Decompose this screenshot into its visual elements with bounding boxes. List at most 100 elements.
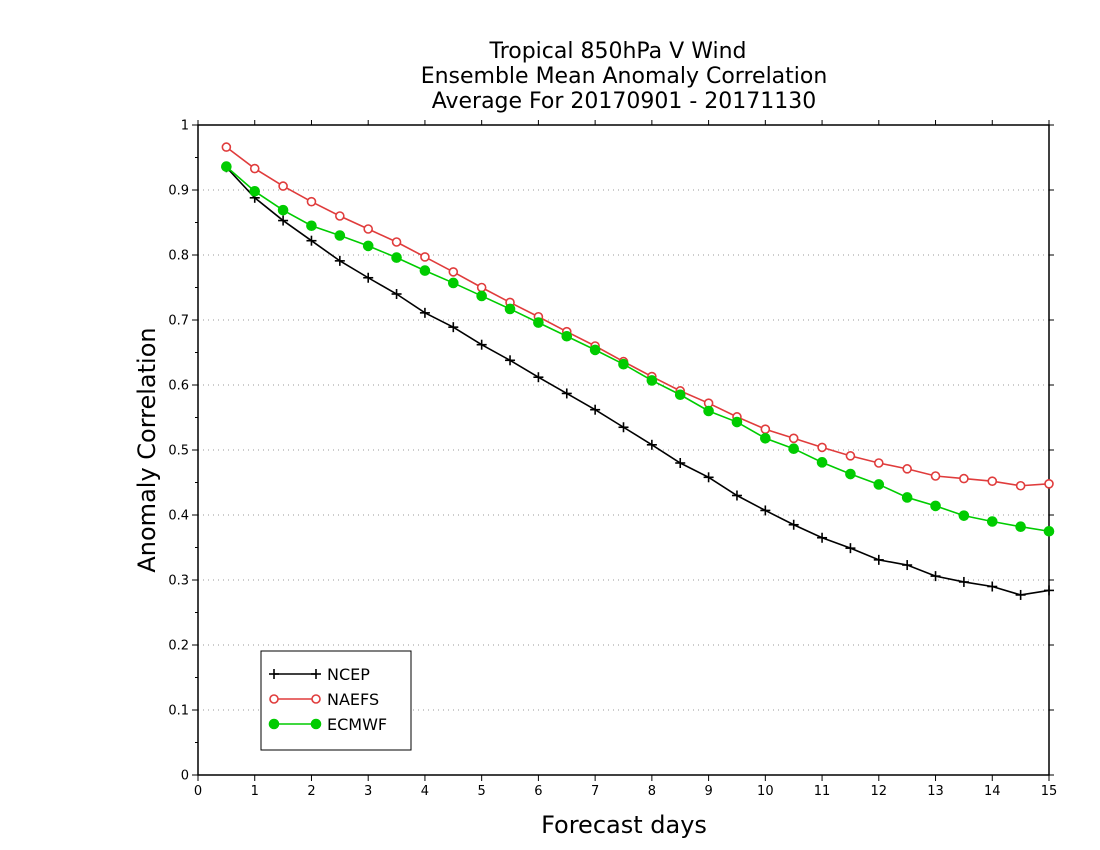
data-point — [419, 307, 430, 318]
x-tick-label: 8 — [648, 784, 656, 799]
data-point — [930, 571, 941, 582]
y-tick-label: 0.3 — [168, 574, 189, 589]
x-tick-label: 0 — [194, 784, 202, 799]
data-point — [419, 265, 431, 276]
data-point — [448, 267, 459, 277]
legend-box — [260, 650, 412, 751]
series-line — [225, 146, 1050, 487]
data-point — [1015, 589, 1026, 600]
chart-title: Tropical 850hPa V Wind Ensemble Mean Ano… — [421, 39, 828, 114]
data-point — [817, 532, 828, 543]
legend-item-ecmwf: ECMWF — [268, 715, 387, 734]
data-point — [1015, 480, 1026, 491]
data-point — [221, 161, 232, 172]
data-point — [448, 277, 459, 289]
data-point — [278, 181, 288, 191]
data-point — [646, 439, 657, 450]
data-point — [873, 554, 884, 565]
data-point — [958, 510, 970, 521]
data-point — [420, 252, 430, 262]
data-point — [363, 224, 374, 234]
data-point — [958, 576, 969, 587]
data-point — [760, 424, 771, 435]
data-point — [987, 581, 998, 592]
data-point — [277, 204, 289, 216]
data-point — [930, 471, 941, 481]
title-line-3: Average For 20170901 - 20171130 — [432, 89, 817, 114]
y-tick-label: 0.2 — [168, 639, 189, 654]
data-point — [703, 472, 714, 483]
series-line — [225, 166, 1050, 596]
x-tick-label: 14 — [984, 784, 1001, 799]
axes: 00.10.20.30.40.50.60.70.80.910 1 2 3 4 5 6 7 8 9 1… — [168, 119, 1057, 800]
data-point — [391, 289, 402, 299]
data-point — [306, 235, 317, 246]
data-point — [310, 718, 322, 730]
x-tick-label: 13 — [927, 784, 944, 799]
y-axis-label: Anomaly Correlation — [133, 327, 161, 572]
data-point — [873, 479, 885, 490]
data-point — [306, 196, 317, 207]
data-point — [902, 560, 913, 571]
data-point — [589, 344, 601, 356]
y-tick-label: 0.4 — [168, 509, 189, 524]
data-point — [476, 339, 487, 350]
x-tick-label: 10 — [757, 784, 774, 799]
title-line-2: Ensemble Mean Anomaly Correlation — [421, 64, 828, 89]
data-point — [760, 433, 771, 444]
data-point — [306, 220, 317, 232]
data-point — [675, 458, 686, 468]
data-point — [590, 404, 601, 415]
data-point — [391, 252, 402, 263]
x-tick-label: 12 — [871, 784, 888, 799]
data-point — [930, 500, 941, 512]
data-point — [845, 468, 856, 480]
data-point — [533, 372, 544, 383]
data-point — [901, 492, 913, 503]
data-point — [533, 317, 544, 328]
legend-item-ncep: NCEP — [269, 665, 370, 684]
data-point — [505, 355, 516, 366]
data-point — [504, 303, 516, 315]
data-point — [561, 330, 573, 342]
data-point — [788, 433, 799, 444]
data-point — [845, 451, 856, 461]
y-tick-label: 1 — [181, 119, 189, 134]
y-tick-label: 0.7 — [168, 314, 189, 329]
data-point — [731, 490, 742, 501]
series-group — [221, 142, 1055, 600]
data-point — [334, 255, 345, 266]
series-ecmwf — [221, 161, 1055, 537]
series-naefs — [221, 142, 1054, 491]
y-tick-label: 0.5 — [168, 444, 189, 459]
x-tick-label: 2 — [307, 784, 315, 799]
data-point — [221, 142, 232, 152]
legend-label: NAEFS — [327, 690, 379, 709]
data-point — [674, 389, 686, 401]
data-point — [788, 519, 799, 530]
y-tick-label: 0.9 — [168, 184, 189, 199]
data-point — [334, 230, 346, 241]
data-point — [269, 694, 279, 704]
data-point — [817, 442, 827, 453]
data-point — [476, 290, 487, 302]
data-point — [561, 388, 572, 399]
data-point — [816, 457, 828, 468]
y-tick-label: 0.8 — [168, 249, 189, 264]
data-point — [618, 358, 629, 370]
x-tick-label: 11 — [814, 784, 831, 799]
data-point — [363, 272, 374, 283]
data-point — [986, 516, 998, 527]
data-point — [1015, 521, 1026, 533]
data-point — [278, 215, 289, 226]
x-tick-label: 1 — [251, 784, 259, 799]
x-tick-label: 7 — [591, 784, 599, 799]
data-point — [873, 458, 884, 468]
data-point — [249, 163, 260, 174]
legend-item-naefs: NAEFS — [269, 690, 379, 709]
grid-lines — [198, 189, 1049, 711]
data-point — [311, 694, 321, 704]
data-point — [1044, 478, 1054, 489]
legend-label: ECMWF — [327, 715, 387, 734]
